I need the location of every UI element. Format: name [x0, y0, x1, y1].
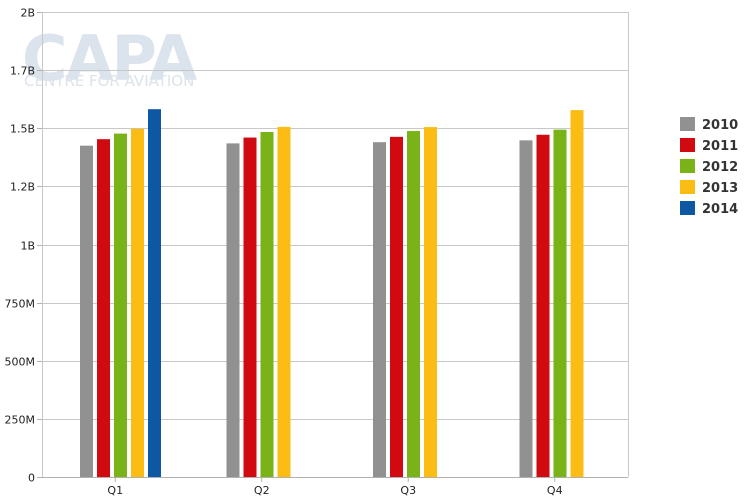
y-tick-label: 250M	[5, 414, 36, 427]
legend-label-2014: 2014	[702, 202, 738, 217]
capa-watermark: CAPA CENTRE FOR AVIATION	[22, 22, 199, 95]
bars	[80, 109, 584, 478]
y-tick-label: 1.2B	[10, 181, 35, 194]
bar-q3-2011	[390, 136, 403, 478]
bar-q4-2013	[570, 110, 584, 478]
bar-q1-2011	[97, 139, 110, 478]
legend-label-2012: 2012	[702, 160, 738, 175]
y-tick-label: 2B	[20, 7, 35, 20]
bar-q2-2013	[277, 126, 291, 477]
bar-q3-2012	[407, 131, 420, 478]
bar-q1-2014	[148, 109, 161, 477]
legend-swatch-2011	[680, 138, 695, 152]
legend-label-2013: 2013	[702, 181, 738, 196]
legend-swatch-2010	[680, 117, 695, 131]
legend-swatch-2014	[680, 201, 695, 215]
legend-swatch-2013	[680, 180, 695, 194]
legend-label-2010: 2010	[702, 118, 738, 133]
bar-q2-2010	[226, 143, 240, 478]
x-tick-label: Q2	[254, 484, 270, 497]
watermark-logo: CAPA	[22, 22, 197, 95]
x-axis: Q1 Q2 Q3 Q4	[42, 477, 628, 497]
x-tick-label: Q1	[107, 484, 123, 497]
x-tick-label: Q4	[547, 484, 563, 497]
y-tick-label: 0	[28, 472, 35, 485]
bar-q1-2012	[114, 133, 127, 477]
y-tick-label: 750M	[5, 298, 36, 311]
bar-q4-2012	[553, 129, 567, 477]
bar-q1-2013	[131, 128, 144, 477]
legend-label-2011: 2011	[702, 139, 738, 154]
y-tick-label: 500M	[5, 356, 36, 369]
bar-q2-2011	[243, 137, 257, 478]
watermark-tagline: CENTRE FOR AVIATION	[24, 72, 194, 90]
bar-q3-2010	[373, 142, 386, 477]
bar-q1-2010	[80, 145, 93, 477]
y-tick-label: 1B	[20, 240, 35, 253]
x-tick-label: Q3	[400, 484, 416, 497]
bar-q4-2010	[519, 140, 533, 477]
legend: 2010 2011 2012 2013 2014	[680, 117, 738, 217]
legend-swatch-2012	[680, 159, 695, 173]
bar-q2-2012	[260, 131, 274, 477]
y-tick-label: 1.7B	[10, 65, 35, 78]
y-tick-label: 1.5B	[10, 123, 35, 136]
bar-q4-2011	[536, 134, 550, 477]
bar-q3-2013	[424, 127, 437, 478]
y-axis: 0 250M 500M 750M 1B 1.2B 1.5B 1.7B 2B	[5, 7, 42, 485]
